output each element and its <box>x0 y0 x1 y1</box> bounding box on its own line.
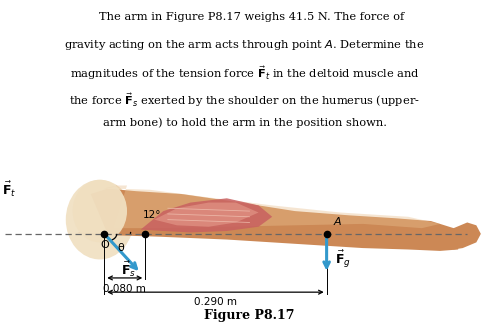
Text: O: O <box>101 240 110 250</box>
Text: 0.080 m: 0.080 m <box>103 283 146 294</box>
Text: the force $\vec{\mathbf{F}}_s$ exerted by the shoulder on the humerus (upper-: the force $\vec{\mathbf{F}}_s$ exerted b… <box>69 91 420 109</box>
Text: The arm in Figure P8.17 weighs 41.5 N. The force of: The arm in Figure P8.17 weighs 41.5 N. T… <box>99 12 405 21</box>
Polygon shape <box>141 198 272 232</box>
Ellipse shape <box>72 180 127 242</box>
Text: A: A <box>333 217 341 227</box>
Text: gravity acting on the arm acts through point $\it{A}$. Determine the: gravity acting on the arm acts through p… <box>64 38 425 52</box>
Polygon shape <box>440 222 481 249</box>
Ellipse shape <box>66 180 134 259</box>
Text: $\vec{\mathbf{F}}_t$: $\vec{\mathbf{F}}_t$ <box>2 180 16 199</box>
Text: 0.290 m: 0.290 m <box>194 297 237 307</box>
Text: $\vec{\mathbf{F}}_g$: $\vec{\mathbf{F}}_g$ <box>335 249 351 270</box>
Text: $\vec{\mathbf{F}}_s$: $\vec{\mathbf{F}}_s$ <box>121 260 136 279</box>
Text: arm bone) to hold the arm in the position shown.: arm bone) to hold the arm in the positio… <box>103 117 387 128</box>
Polygon shape <box>104 185 440 228</box>
Text: Figure P8.17: Figure P8.17 <box>204 309 295 322</box>
Text: 12°: 12° <box>143 210 161 220</box>
Polygon shape <box>154 203 258 227</box>
Polygon shape <box>77 185 467 251</box>
Text: θ: θ <box>117 243 124 253</box>
Text: magnitudes of the tension force $\vec{\mathbf{F}}_t$ in the deltoid muscle and: magnitudes of the tension force $\vec{\m… <box>70 64 420 82</box>
